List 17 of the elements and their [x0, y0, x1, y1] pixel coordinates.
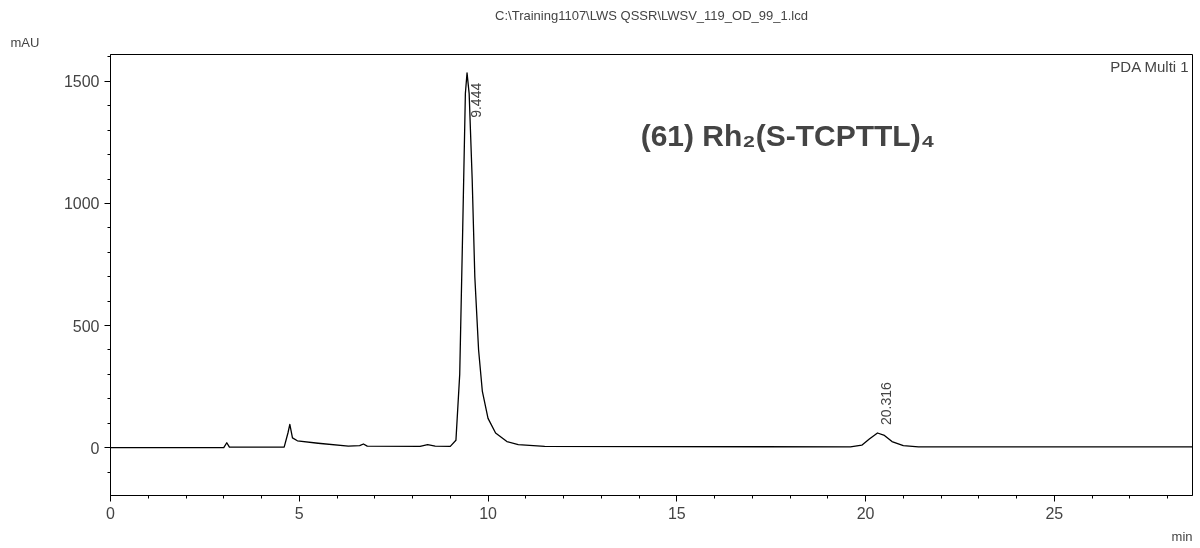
annotation: 20.316 — [878, 381, 895, 425]
y-tick-label: 500 — [72, 317, 100, 335]
x-tick-label: 25 — [1045, 504, 1064, 522]
chart-title: C:\Training1107\LWS QSSR\LWSV_119_OD_99_1.lcd — [495, 7, 808, 23]
y-tick-label: 1500 — [63, 73, 100, 91]
annotation: 9.444 — [468, 82, 485, 118]
annotation: PDA Multi 1 — [1110, 57, 1189, 75]
x-tick-label: 5 — [294, 504, 304, 522]
x-tick-label: 0 — [106, 504, 116, 522]
y-tick-label: 1000 — [63, 195, 100, 213]
x-tick-label: 20 — [856, 504, 875, 522]
x-tick-label: 10 — [479, 504, 498, 522]
annotation: (61) Rh₂(S-TCPTTL)₄ — [640, 118, 935, 152]
x-axis-title: min — [1171, 528, 1193, 544]
x-tick-label: 15 — [667, 504, 686, 522]
y-axis-title: mAU — [10, 34, 40, 50]
y-tick-label: 0 — [90, 439, 100, 457]
